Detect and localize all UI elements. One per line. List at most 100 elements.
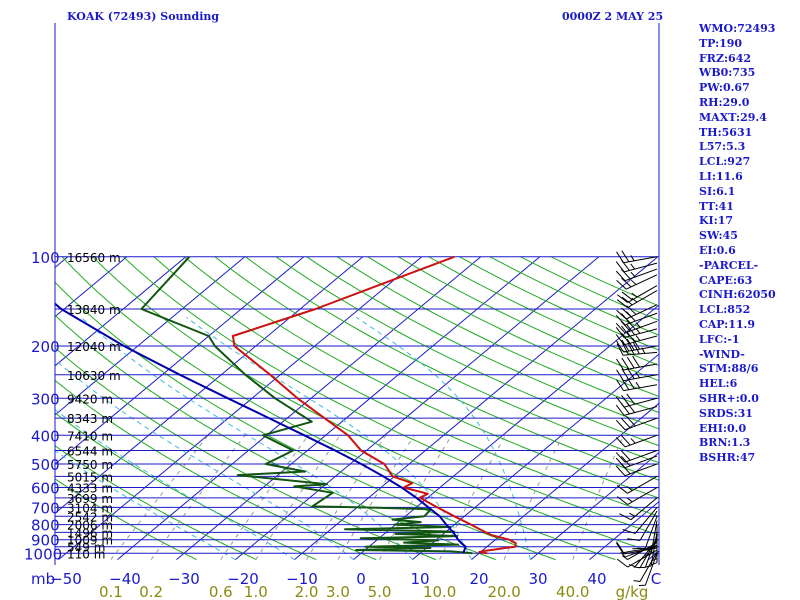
wind-barb	[615, 450, 658, 463]
height-label: 549 m	[67, 541, 105, 555]
wind-barb-flag	[616, 340, 624, 353]
wind-barb-flag	[615, 404, 625, 416]
mixing-ratio-tick-label: 0.6	[209, 583, 233, 600]
pressure-tick-label: 800	[31, 517, 60, 535]
temperature-tick-label: C	[651, 570, 661, 588]
wind-barb	[644, 520, 658, 556]
wind-barb-shaft	[625, 274, 658, 290]
sounding-index: L57:5.3	[699, 140, 746, 154]
sounding-index: STM:88/6	[699, 362, 759, 376]
mixing-ratio-tick-label: 2.0	[295, 583, 319, 600]
wind-barb-half-flag	[631, 292, 638, 298]
moist-adiabat-line	[55, 359, 354, 560]
isotherm-line	[0, 257, 9, 560]
mixing-ratio-tick-label: 5.0	[368, 583, 392, 600]
sounding-index: LCL:927	[699, 155, 751, 169]
wind-barb	[615, 416, 658, 431]
wind-barb-flag	[621, 277, 632, 288]
wind-barb-shaft	[630, 497, 658, 521]
sounding-index: -PARCEL-	[699, 258, 759, 272]
pressure-tick-label: 700	[31, 499, 60, 517]
height-label: 3699 m	[67, 492, 113, 506]
height-label: 12040 m	[67, 340, 121, 354]
dry-adiabat-line	[55, 379, 377, 561]
wind-barb-flag	[615, 327, 625, 338]
mixing-ratio-tick-label: 0.1	[99, 583, 123, 600]
wind-barb-half-flag	[650, 558, 658, 562]
pressure-tick-label: 900	[31, 532, 60, 550]
wind-barb-shaft	[623, 256, 658, 264]
sounding-index: SW:45	[699, 229, 738, 243]
wind-barb	[616, 337, 658, 353]
isotherm-line	[530, 451, 659, 560]
wind-barb-flag	[632, 342, 640, 355]
sounding-index: RH:29.0	[699, 95, 750, 109]
wind-barb-half-flag	[635, 372, 641, 379]
wind-barb-shaft	[623, 345, 658, 353]
wind-barb-shaft	[623, 363, 658, 371]
wind-barb-flag	[616, 541, 624, 553]
wind-barb	[615, 393, 658, 408]
mixing-ratio-tick-label: 10.0	[423, 583, 456, 600]
wind-barb-flag	[626, 416, 636, 427]
wind-barb-flag	[616, 280, 627, 290]
isotherm-line	[235, 256, 600, 560]
dry-adiabat-line	[55, 281, 556, 561]
sounding-index: MAXT:29.4	[699, 110, 767, 124]
sounding-index: TH:5631	[699, 125, 753, 139]
isotherm-line	[117, 256, 482, 560]
wind-barb	[616, 487, 658, 505]
wind-barb-shaft	[625, 304, 658, 320]
mixing-ratio-line	[255, 435, 341, 560]
isotherm-line	[55, 256, 305, 465]
pressure-tick-label: 600	[31, 480, 60, 498]
wind-barb-half-flag	[620, 551, 626, 558]
wind-barb-shaft	[623, 374, 658, 382]
temperature-tick-label: −40	[109, 570, 141, 588]
mixing-ratio-tick-label: 3.0	[326, 583, 350, 600]
wind-barb-flag	[621, 307, 632, 318]
wind-barb-half-flag	[630, 255, 635, 262]
wind-barb-shaft	[624, 335, 658, 346]
mixing-ratio-tick-label: 1.0	[244, 583, 268, 600]
wind-barb-shaft	[624, 417, 658, 431]
wind-barb-flag	[621, 339, 630, 352]
wind-barb-flag	[621, 296, 633, 306]
wind-barb-flag	[632, 355, 641, 368]
wind-barb-flag	[622, 529, 636, 534]
y-axis-unit-label: mb	[31, 570, 55, 588]
indices-list: WMO:72493 TP:190 FRZ:642 WB0:735 PW:0.67 RH:2…	[699, 22, 776, 466]
height-label: 8343 m	[67, 412, 113, 426]
height-label: 5015 m	[67, 470, 113, 484]
pressure-tick-label: 500	[31, 456, 60, 474]
wind-barb-shaft	[624, 434, 658, 448]
sounding-index: BSHR:47	[699, 451, 756, 465]
wind-barb	[616, 290, 658, 309]
wind-barb-shaft	[624, 463, 658, 477]
sounding-index: EHI:0.0	[699, 421, 747, 435]
temperature-tick-label: 20	[469, 570, 488, 588]
dry-adiabat-line	[122, 256, 659, 536]
wind-barb-half-flag	[650, 562, 658, 566]
wind-barb-flag	[626, 393, 636, 405]
mixing-ratio-tick-label: 0.2	[139, 583, 163, 600]
height-label: 1496 m	[67, 526, 113, 540]
isotherm-line	[55, 256, 187, 367]
wind-barb-half-flag	[635, 382, 641, 389]
wind-barb	[627, 510, 658, 541]
sounding-index: TT:41	[699, 199, 734, 213]
wind-barb-flag	[615, 437, 626, 448]
wind-barb-shaft	[624, 320, 658, 334]
height-label: 13840 m	[67, 303, 121, 317]
mixing-ratio-unit-label: g/kg	[616, 583, 649, 600]
isotherm-line	[176, 256, 541, 560]
wind-barb-shaft	[627, 542, 658, 560]
temperature-line	[231, 255, 517, 555]
wind-barb-flag	[616, 299, 628, 308]
mixing-ratio-tick-label: 40.0	[556, 583, 589, 600]
mixing-ratio-line	[379, 435, 453, 560]
wind-barb-half-flag	[626, 497, 633, 503]
isotherm-line	[589, 500, 659, 560]
wind-barb-half-flag	[626, 486, 633, 491]
